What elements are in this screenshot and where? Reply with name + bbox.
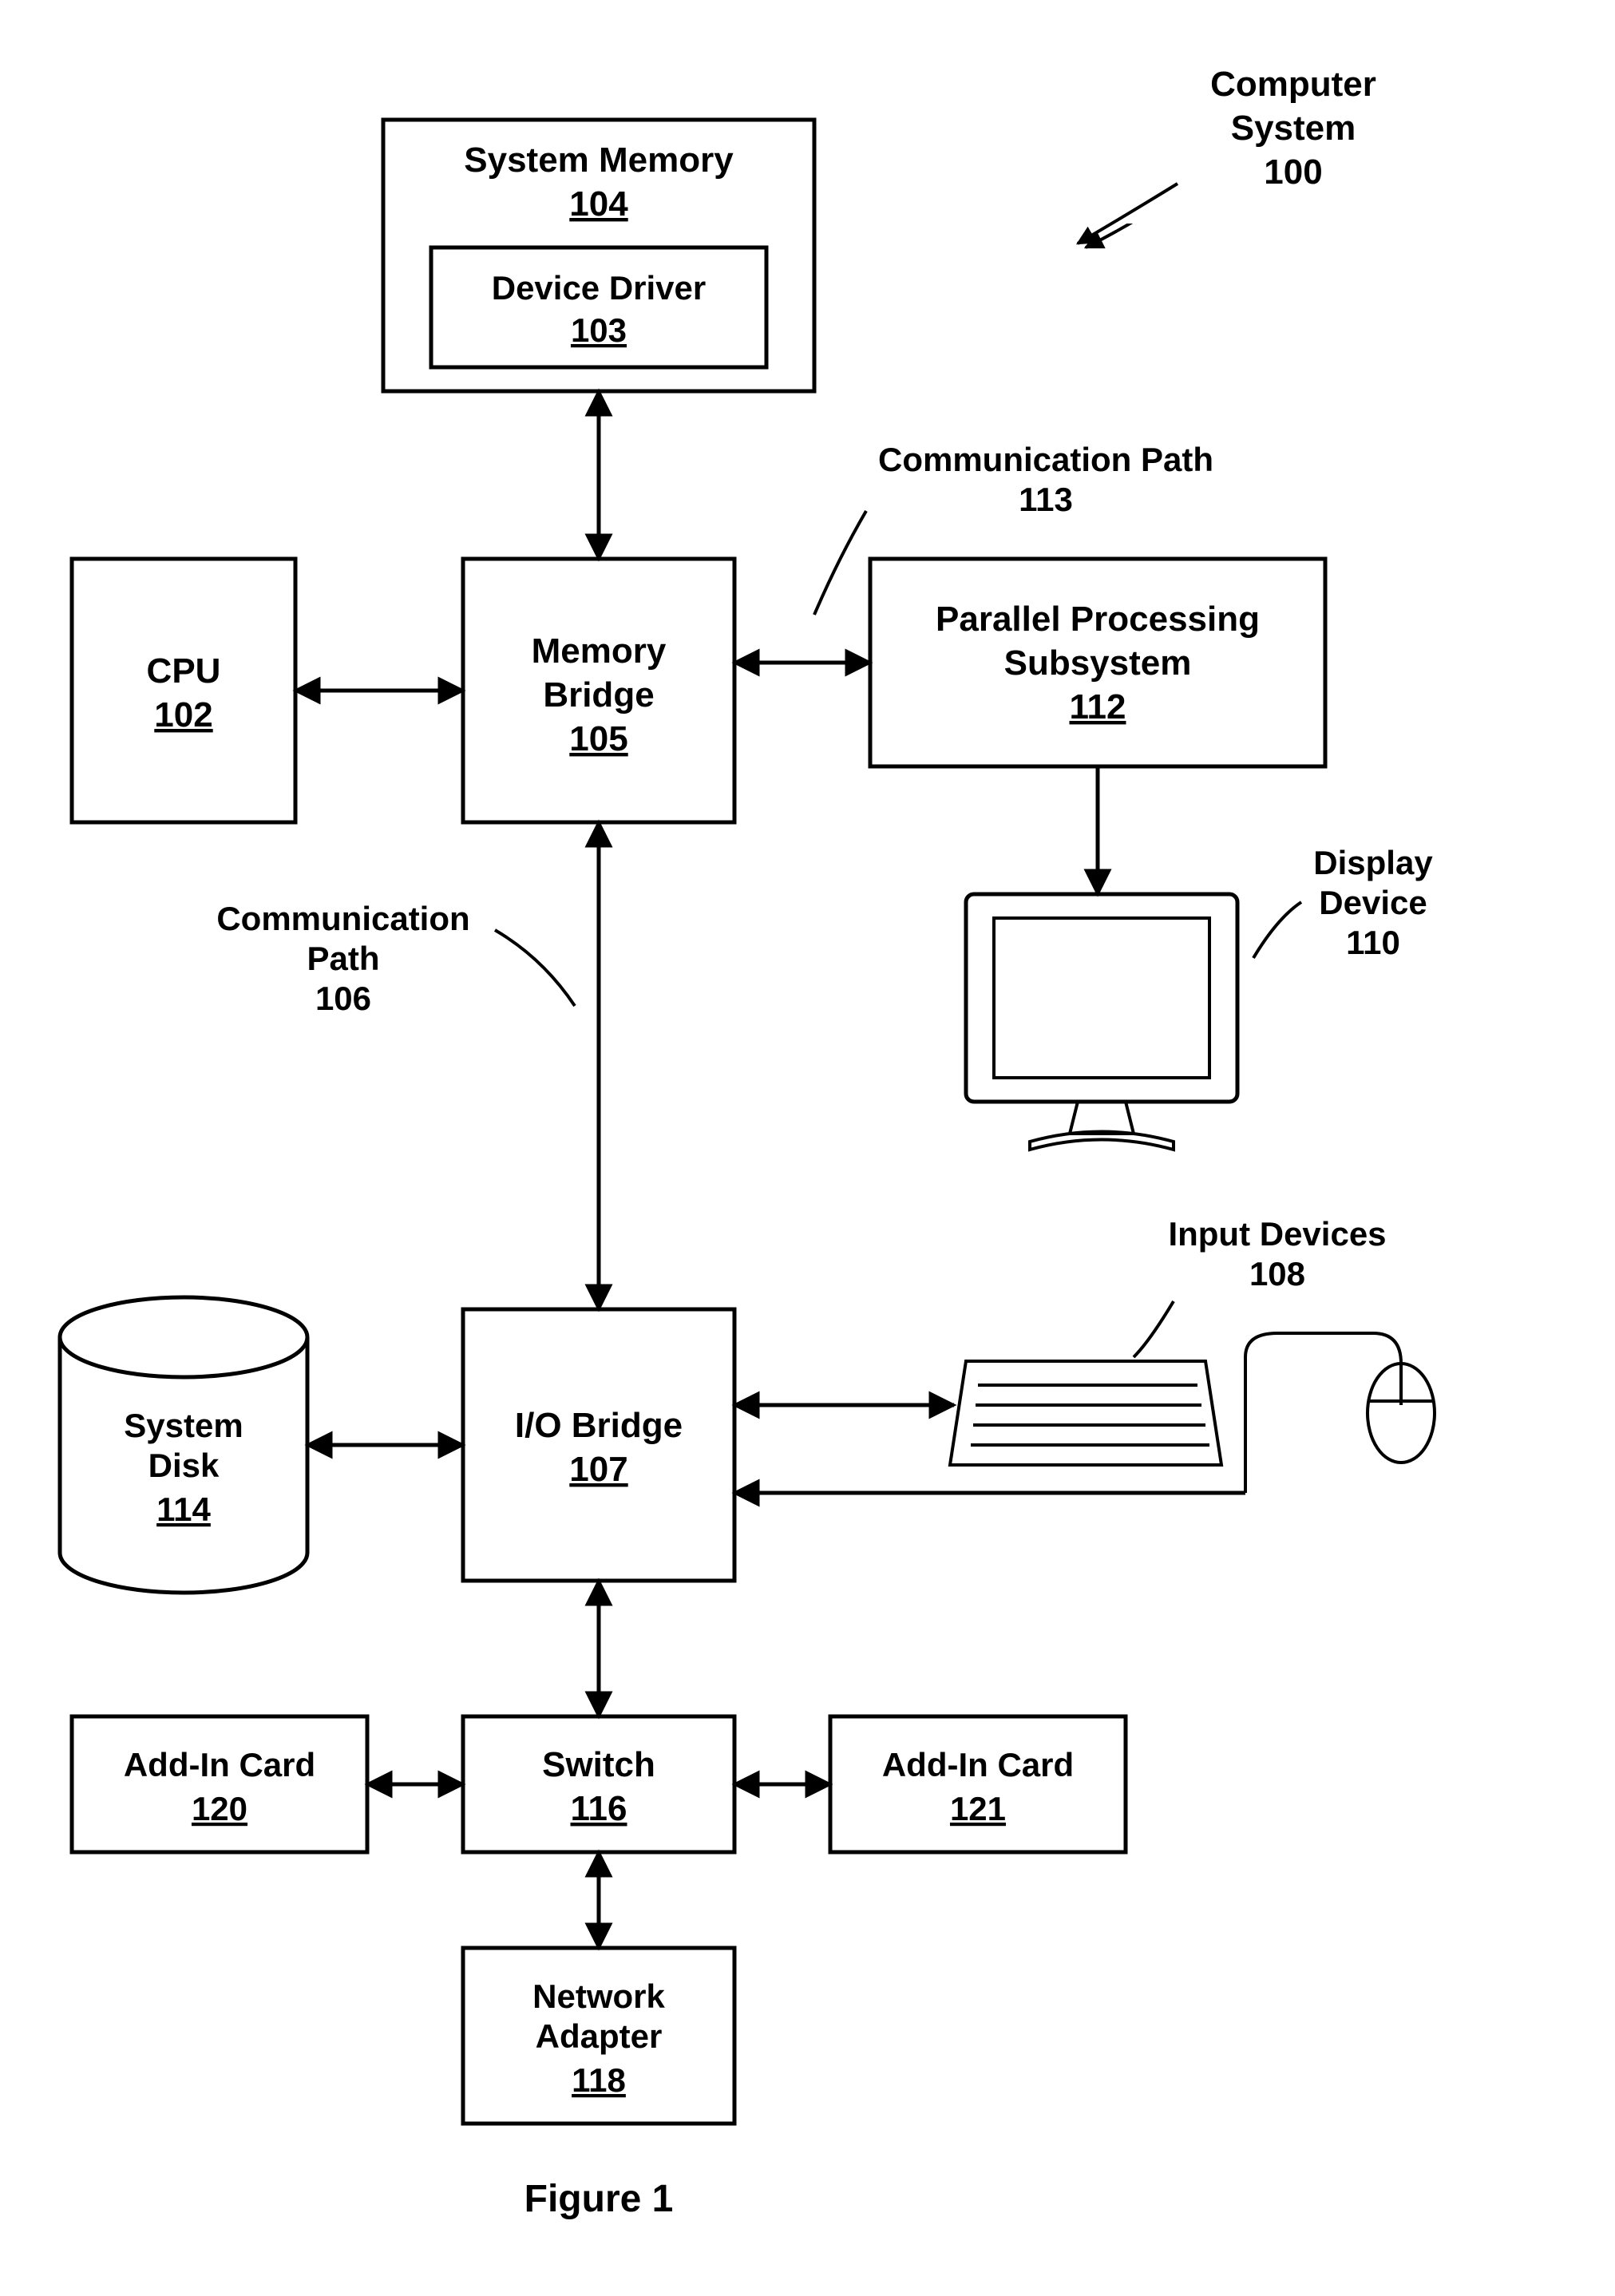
cpu-box: CPU 102 [72,559,295,822]
svg-text:Device: Device [1319,884,1427,921]
svg-text:116: 116 [571,1789,627,1828]
svg-text:Display: Display [1313,844,1433,881]
svg-text:Bridge: Bridge [543,675,654,715]
system-disk-icon: System Disk 114 [60,1297,307,1593]
svg-text:Network: Network [532,1977,665,2015]
title-computer: Computer [1210,65,1376,104]
svg-text:102: 102 [154,695,212,734]
display-device-icon [966,894,1237,1150]
svg-text:Subsystem: Subsystem [1004,643,1192,683]
switch-box: Switch 116 [463,1716,734,1852]
svg-text:114: 114 [156,1490,211,1528]
comm-path-106-label: Communication Path 106 [216,900,575,1017]
addin-card-120-box: Add-In Card 120 [72,1716,367,1852]
svg-text:108: 108 [1249,1255,1305,1292]
svg-text:Input Devices: Input Devices [1168,1215,1386,1253]
io-bridge-box: I/O Bridge 107 [463,1309,734,1581]
svg-text:Parallel Processing: Parallel Processing [936,600,1260,639]
svg-text:I/O Bridge: I/O Bridge [515,1406,683,1445]
pps-box: Parallel Processing Subsystem 112 [870,559,1325,766]
display-label: Display Device 110 [1253,844,1433,961]
svg-text:107: 107 [569,1450,627,1489]
svg-text:Memory: Memory [532,631,667,671]
svg-text:CPU: CPU [147,651,221,691]
svg-text:Path: Path [307,940,379,977]
svg-text:113: 113 [1019,481,1073,518]
addin-card-121-box: Add-In Card 121 [830,1716,1126,1852]
svg-text:106: 106 [315,980,371,1017]
svg-text:Switch: Switch [542,1745,655,1784]
keyboard-icon [950,1361,1221,1465]
svg-text:Adapter: Adapter [536,2017,663,2055]
svg-text:104: 104 [569,184,628,224]
svg-text:Add-In Card: Add-In Card [124,1746,315,1783]
figure-caption: Figure 1 [524,2178,674,2220]
svg-text:103: 103 [571,311,627,349]
title-system: System [1231,109,1356,148]
network-adapter-box: Network Adapter 118 [463,1948,734,2124]
device-driver-box: Device Driver 103 [431,247,766,367]
svg-text:110: 110 [1346,924,1400,961]
svg-text:121: 121 [950,1790,1006,1827]
svg-text:Disk: Disk [148,1447,220,1484]
memory-bridge-box: Memory Bridge 105 [463,559,734,822]
svg-text:112: 112 [1070,687,1126,726]
svg-text:120: 120 [192,1790,247,1827]
svg-text:System Memory: System Memory [464,141,734,180]
svg-text:105: 105 [569,719,627,758]
mouse-icon [1245,1333,1435,1463]
svg-text:118: 118 [572,2061,626,2099]
svg-text:System: System [124,1407,243,1444]
svg-text:Add-In Card: Add-In Card [882,1746,1074,1783]
title-num: 100 [1264,152,1322,192]
svg-text:Communication: Communication [216,900,469,937]
svg-text:Communication Path: Communication Path [878,441,1213,478]
svg-text:Device Driver: Device Driver [492,269,707,307]
